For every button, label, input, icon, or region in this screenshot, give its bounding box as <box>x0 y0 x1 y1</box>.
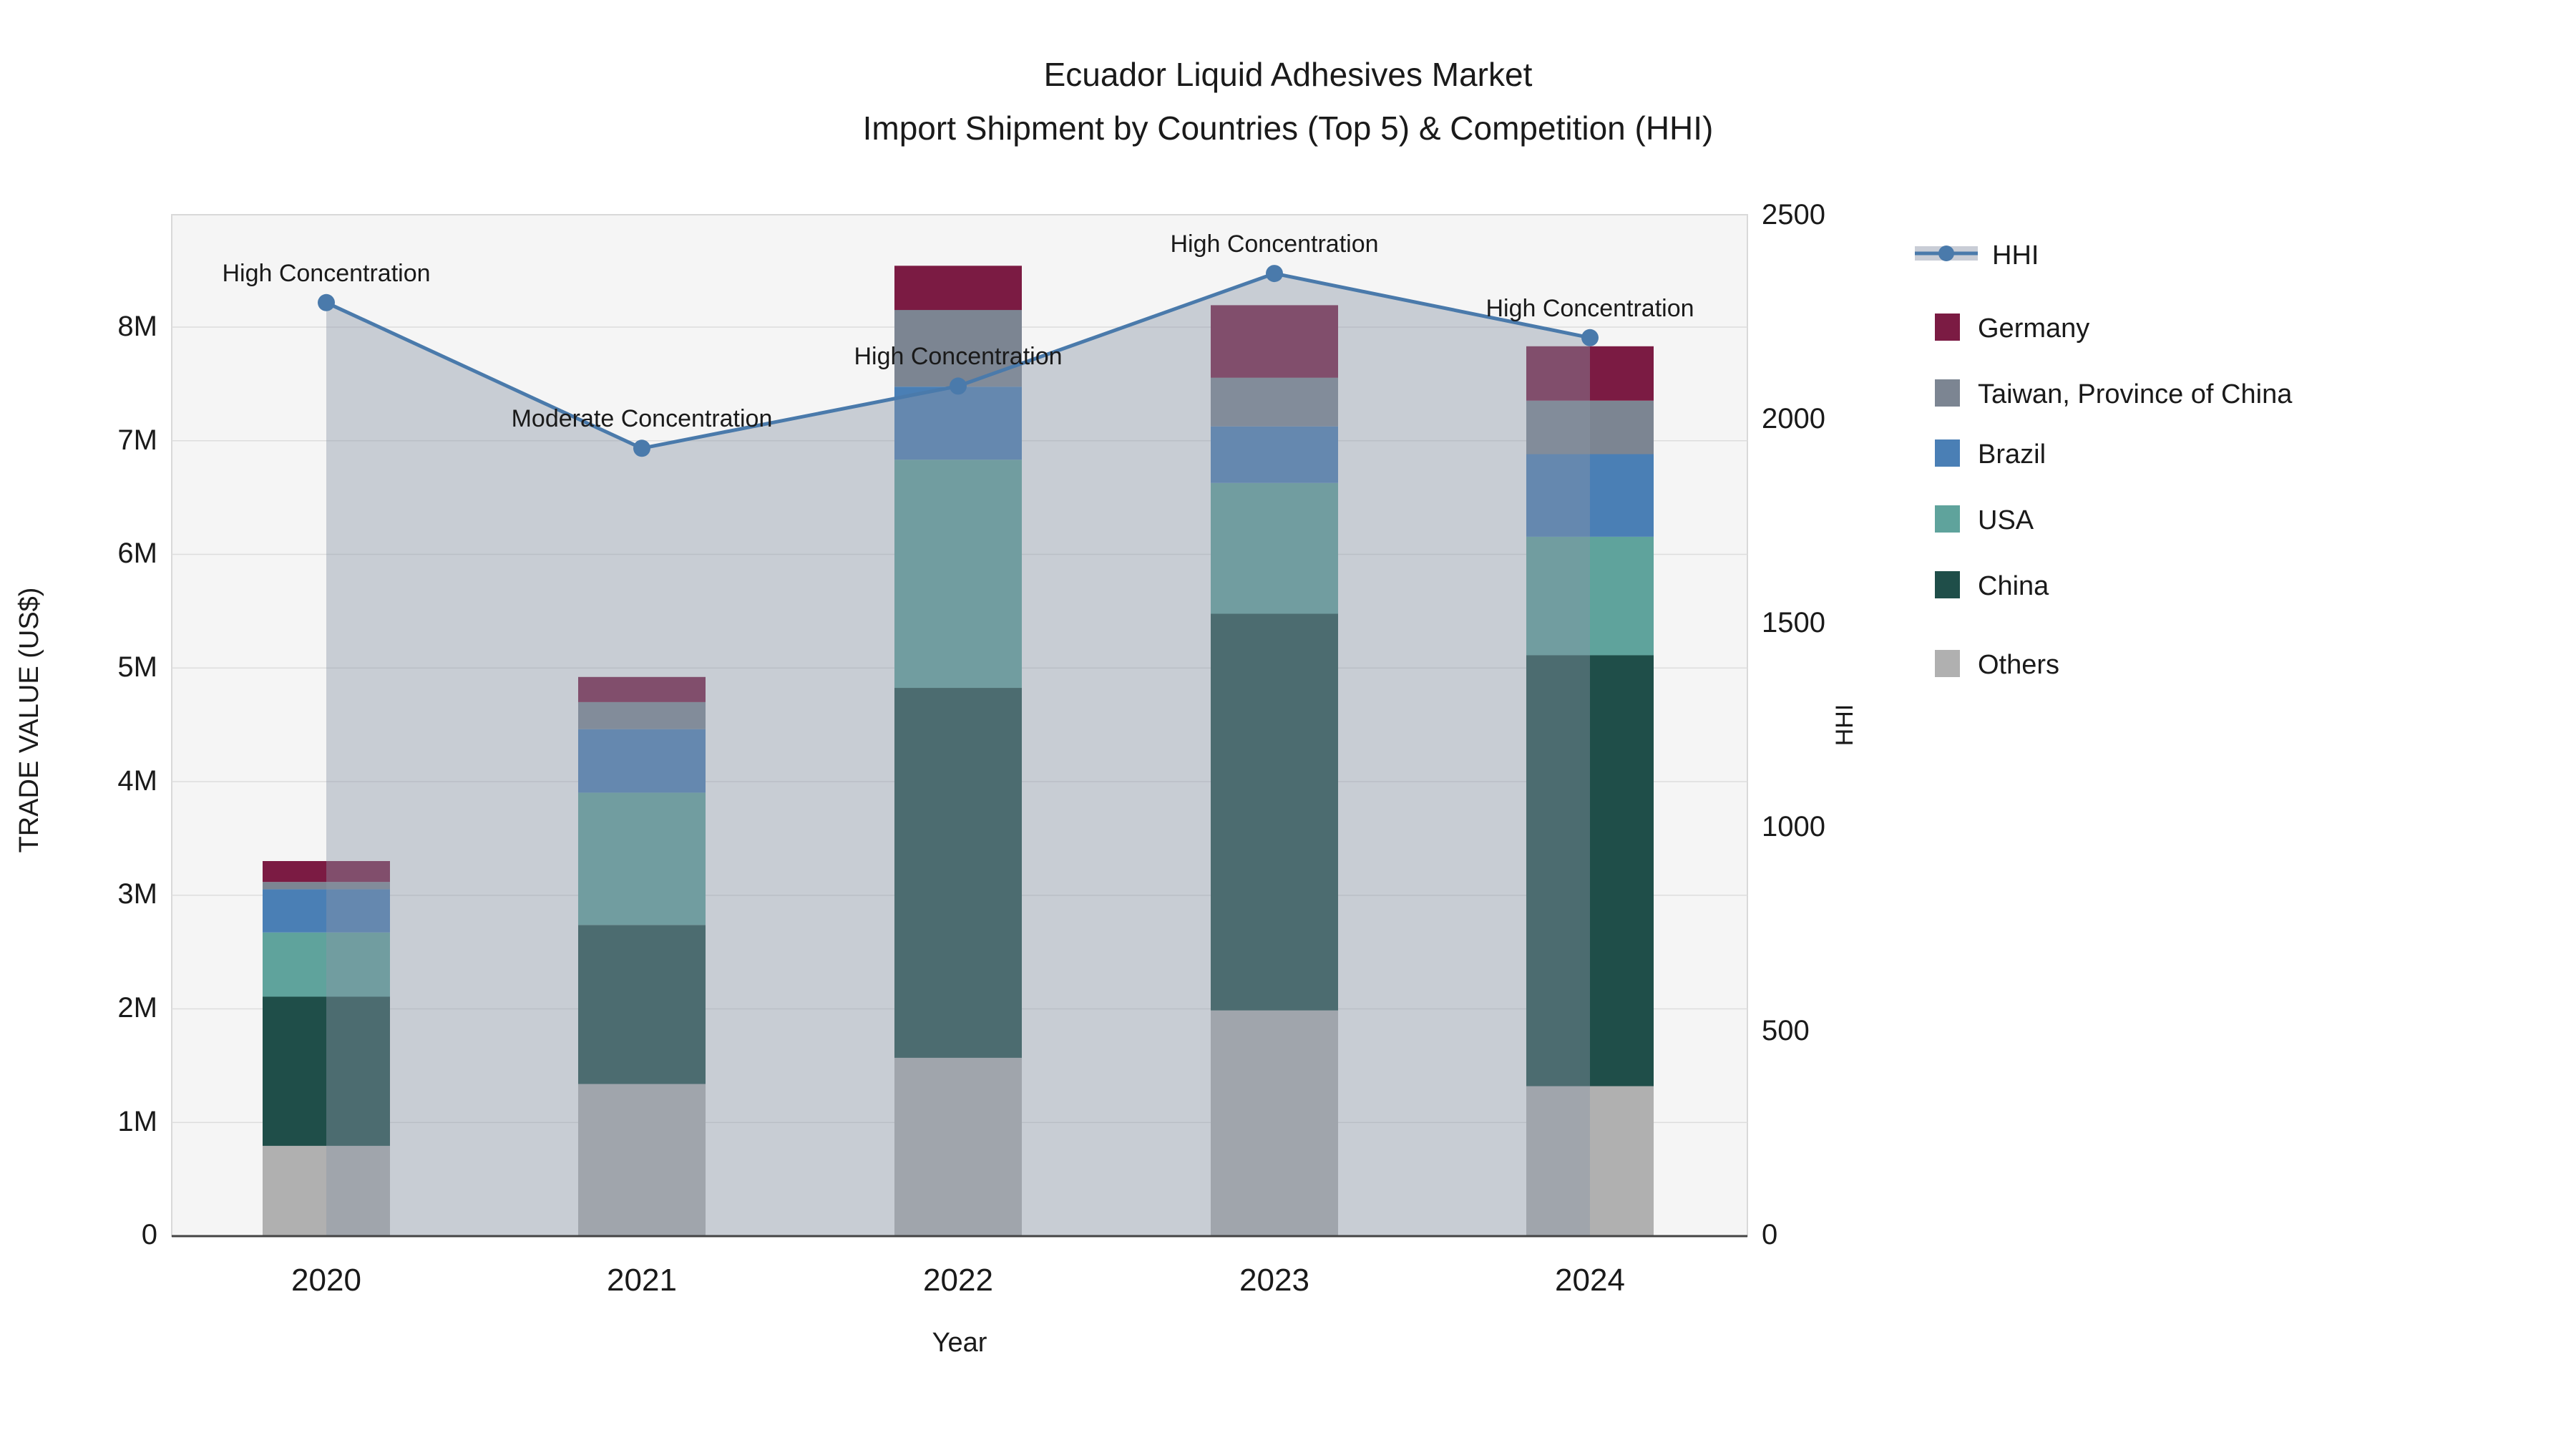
svg-text:High Concentration: High Concentration <box>222 260 430 287</box>
svg-text:4M: 4M <box>117 765 157 797</box>
svg-text:3M: 3M <box>117 878 157 910</box>
svg-text:High Concentration: High Concentration <box>1485 295 1694 322</box>
svg-text:2M: 2M <box>117 992 157 1024</box>
svg-text:1000: 1000 <box>1762 811 1825 842</box>
svg-text:2000: 2000 <box>1762 403 1825 434</box>
svg-text:500: 500 <box>1762 1015 1810 1046</box>
svg-text:TRADE VALUE (US$): TRADE VALUE (US$) <box>14 588 44 853</box>
svg-text:1M: 1M <box>117 1106 157 1137</box>
svg-text:Ecuador Liquid Adhesives Marke: Ecuador Liquid Adhesives Market <box>1044 56 1533 93</box>
svg-text:Taiwan, Province of China: Taiwan, Province of China <box>1978 379 2293 409</box>
svg-text:8M: 8M <box>117 311 157 342</box>
svg-text:Year: Year <box>932 1328 987 1358</box>
svg-text:High Concentration: High Concentration <box>854 343 1062 370</box>
svg-text:Moderate Concentration: Moderate Concentration <box>512 405 773 432</box>
svg-text:HHI: HHI <box>1831 704 1858 747</box>
svg-text:Import Shipment by Countries (: Import Shipment by Countries (Top 5) & C… <box>863 110 1714 147</box>
svg-text:2024: 2024 <box>1555 1263 1625 1298</box>
svg-text:Germany: Germany <box>1978 314 2089 344</box>
svg-text:China: China <box>1978 571 2049 601</box>
svg-text:Others: Others <box>1978 650 2059 680</box>
svg-text:USA: USA <box>1978 505 2034 535</box>
svg-text:0: 0 <box>1762 1219 1777 1250</box>
svg-text:High Concentration: High Concentration <box>1170 230 1378 258</box>
svg-text:5M: 5M <box>117 651 157 683</box>
svg-text:HHI: HHI <box>1992 240 2039 271</box>
svg-text:2023: 2023 <box>1239 1263 1309 1298</box>
svg-text:2020: 2020 <box>291 1263 361 1298</box>
svg-text:0: 0 <box>142 1219 157 1250</box>
svg-text:7M: 7M <box>117 424 157 456</box>
svg-text:2022: 2022 <box>923 1263 993 1298</box>
svg-text:Brazil: Brazil <box>1978 439 2046 470</box>
svg-text:6M: 6M <box>117 538 157 569</box>
svg-text:1500: 1500 <box>1762 607 1825 638</box>
svg-text:2500: 2500 <box>1762 199 1825 230</box>
svg-text:2021: 2021 <box>607 1263 677 1298</box>
